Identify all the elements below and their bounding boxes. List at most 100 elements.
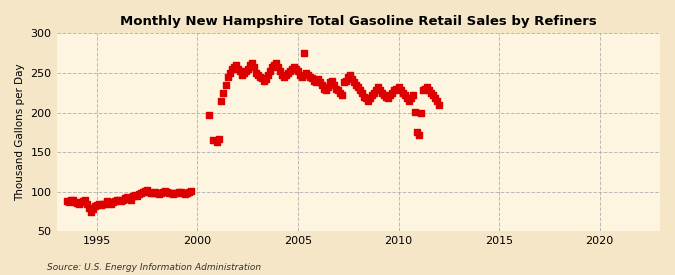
Point bbox=[292, 69, 303, 73]
Point bbox=[361, 96, 372, 100]
Point bbox=[399, 93, 410, 97]
Point bbox=[294, 72, 305, 77]
Point bbox=[76, 200, 86, 204]
Point bbox=[315, 80, 325, 85]
Point bbox=[254, 75, 265, 79]
Point bbox=[319, 87, 329, 91]
Point bbox=[306, 76, 317, 81]
Point bbox=[347, 77, 358, 81]
Point bbox=[409, 109, 420, 114]
Point bbox=[359, 95, 370, 99]
Point bbox=[343, 75, 354, 79]
Point bbox=[162, 189, 173, 194]
Point bbox=[351, 82, 362, 87]
Point bbox=[61, 199, 72, 204]
Point bbox=[371, 88, 382, 93]
Point bbox=[85, 209, 96, 214]
Point bbox=[216, 98, 227, 103]
Point bbox=[265, 69, 275, 73]
Point bbox=[101, 199, 112, 204]
Point bbox=[126, 197, 136, 202]
Point bbox=[345, 72, 356, 77]
Point bbox=[238, 71, 249, 75]
Point bbox=[70, 200, 80, 204]
Point bbox=[288, 64, 299, 69]
Point bbox=[68, 198, 78, 203]
Point bbox=[277, 72, 288, 77]
Point bbox=[259, 79, 269, 83]
Point bbox=[103, 200, 114, 204]
Point bbox=[182, 190, 192, 195]
Point bbox=[72, 201, 82, 205]
Point bbox=[310, 80, 321, 85]
Point bbox=[138, 189, 148, 194]
Point bbox=[280, 72, 291, 77]
Point bbox=[74, 202, 84, 206]
Point bbox=[252, 72, 263, 77]
Point bbox=[298, 51, 309, 55]
Point bbox=[308, 79, 319, 83]
Point bbox=[146, 191, 157, 196]
Point bbox=[349, 80, 360, 85]
Point bbox=[93, 202, 104, 207]
Point bbox=[377, 90, 388, 95]
Point bbox=[164, 190, 175, 195]
Point bbox=[339, 80, 350, 85]
Point bbox=[156, 190, 167, 195]
Point bbox=[78, 199, 88, 204]
Point bbox=[150, 189, 161, 194]
Point bbox=[401, 96, 412, 100]
Point bbox=[232, 67, 243, 71]
Point bbox=[119, 196, 130, 200]
Point bbox=[403, 98, 414, 103]
Point bbox=[304, 75, 315, 79]
Point bbox=[300, 71, 311, 75]
Point bbox=[341, 79, 352, 83]
Point bbox=[429, 96, 440, 100]
Point bbox=[296, 75, 307, 79]
Point bbox=[357, 90, 368, 95]
Point bbox=[284, 69, 295, 73]
Point bbox=[240, 69, 251, 73]
Point bbox=[425, 90, 436, 95]
Point bbox=[130, 193, 140, 197]
Point bbox=[363, 98, 374, 103]
Point bbox=[242, 67, 253, 71]
Point bbox=[128, 194, 138, 198]
Text: Source: U.S. Energy Information Administration: Source: U.S. Energy Information Administ… bbox=[47, 263, 261, 272]
Point bbox=[369, 90, 380, 95]
Point bbox=[325, 80, 335, 85]
Y-axis label: Thousand Gallons per Day: Thousand Gallons per Day bbox=[15, 64, 25, 201]
Point bbox=[178, 191, 189, 196]
Point bbox=[180, 192, 190, 196]
Point bbox=[204, 113, 215, 117]
Point bbox=[355, 88, 366, 93]
Point bbox=[387, 90, 398, 95]
Point bbox=[286, 67, 297, 71]
Point bbox=[99, 202, 110, 206]
Point bbox=[91, 203, 102, 207]
Point bbox=[417, 88, 428, 93]
Point bbox=[337, 93, 348, 97]
Point bbox=[405, 96, 416, 100]
Point bbox=[413, 133, 424, 137]
Point bbox=[381, 95, 392, 99]
Point bbox=[105, 202, 116, 206]
Point bbox=[395, 88, 406, 93]
Point bbox=[282, 71, 293, 75]
Point bbox=[152, 191, 163, 196]
Point bbox=[407, 93, 418, 97]
Title: Monthly New Hampshire Total Gasoline Retail Sales by Refiners: Monthly New Hampshire Total Gasoline Ret… bbox=[120, 15, 597, 28]
Point bbox=[335, 90, 346, 95]
Point bbox=[331, 87, 342, 91]
Point bbox=[218, 90, 229, 95]
Point bbox=[158, 189, 169, 194]
Point bbox=[109, 199, 120, 204]
Point bbox=[107, 200, 118, 204]
Point bbox=[160, 189, 171, 193]
Point bbox=[186, 189, 196, 193]
Point bbox=[87, 207, 98, 211]
Point bbox=[271, 60, 281, 65]
Point bbox=[81, 202, 92, 207]
Point bbox=[214, 136, 225, 141]
